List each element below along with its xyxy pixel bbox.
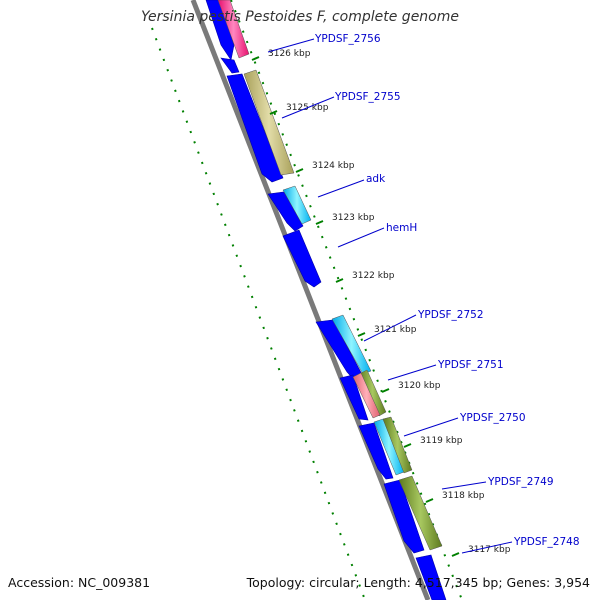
gene-arrow[interactable] (282, 229, 322, 288)
gene-label-leader (317, 179, 365, 198)
gene-label[interactable]: YPDSF_2748 (513, 536, 580, 548)
gene-label[interactable]: YPDSF_2749 (487, 476, 554, 488)
gene-label-leader (281, 96, 335, 119)
gene-label-leader (441, 481, 487, 490)
gene-label-leader (337, 227, 385, 248)
tick-label: 3126 kbp (268, 49, 311, 59)
gene-label[interactable]: YPDSF_2751 (437, 359, 504, 371)
tick-label: 3120 kbp (398, 381, 441, 391)
gene-arrow[interactable] (352, 372, 381, 419)
tick-mark (335, 278, 344, 283)
gene-label[interactable]: YPDSF_2756 (314, 33, 381, 45)
tick-mark (425, 498, 434, 503)
accession-text: Accession: NC_009381 (8, 575, 151, 590)
gene-arrow[interactable] (220, 57, 240, 74)
tick-label: 3117 kbp (468, 545, 511, 555)
gene-label-leader (267, 38, 315, 53)
tick-label: 3122 kbp (352, 271, 395, 281)
gene-label[interactable]: YPDSF_2750 (459, 412, 526, 424)
tick-label: 3124 kbp (312, 161, 355, 171)
gene-arrow[interactable] (382, 416, 413, 474)
tick-mark (451, 552, 460, 557)
gene-arrow[interactable] (267, 191, 304, 232)
gene-arrow[interactable] (383, 479, 425, 554)
map-title: Yersinia pestis Pestoides F, complete ge… (141, 9, 459, 25)
gene-label-leader (387, 364, 437, 381)
gene-label[interactable]: YPDSF_2755 (334, 91, 401, 103)
gene-track-cog (217, 0, 443, 551)
gene-arrow[interactable] (398, 475, 443, 551)
gene-label-leader (363, 314, 417, 342)
gene-label-leader (403, 417, 459, 437)
tick-mark (269, 110, 278, 115)
tick-mark (357, 332, 366, 337)
gene-label[interactable]: YPDSF_2752 (417, 309, 484, 321)
genome-backbone (190, 0, 431, 600)
inner-dotted-guide (230, 0, 463, 600)
tick-mark (251, 56, 260, 61)
gene-arrow[interactable] (358, 422, 394, 480)
gene-arrow[interactable] (205, 0, 235, 61)
tick-mark (315, 220, 324, 225)
tick-label: 3123 kbp (332, 213, 375, 223)
gene-track-blue (205, 0, 447, 600)
gene-arrow[interactable] (226, 73, 284, 183)
tick-label: 3118 kbp (442, 491, 485, 501)
tick-mark (403, 443, 412, 448)
topology-text: Topology: circular; Length: 4,517,345 bp… (246, 575, 590, 590)
tick-mark (381, 388, 390, 393)
tick-mark (295, 168, 304, 173)
gene-arrow[interactable] (243, 69, 295, 176)
tick-label: 3121 kbp (374, 325, 417, 335)
gene-label-leader (461, 541, 513, 554)
tick-label: 3119 kbp (420, 436, 463, 446)
gene-arrow[interactable] (415, 554, 447, 600)
gene-arrow[interactable] (217, 0, 250, 59)
gene-arrow[interactable] (339, 374, 369, 421)
gene-label[interactable]: hemH (386, 222, 417, 234)
tick-marks (251, 56, 460, 557)
gene-arrow[interactable] (282, 185, 312, 225)
gene-arrow[interactable] (331, 314, 372, 375)
gene-label[interactable]: adk (366, 173, 386, 185)
